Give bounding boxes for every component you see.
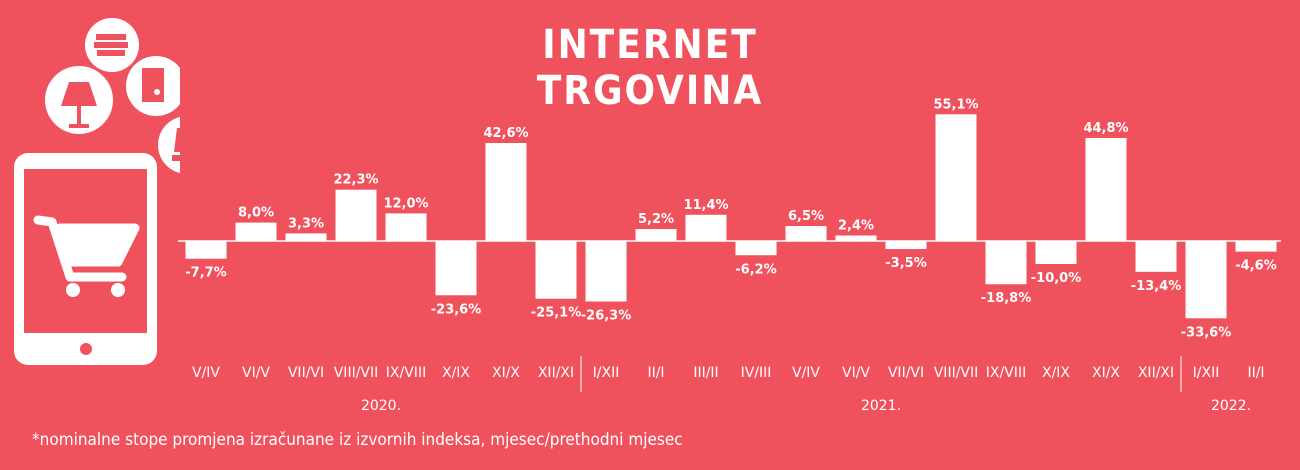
x-tick-label: X/IX bbox=[1042, 365, 1070, 381]
data-label: 11,4% bbox=[683, 198, 728, 213]
bar bbox=[285, 233, 327, 241]
data-label: 2,4% bbox=[838, 218, 874, 233]
bar bbox=[335, 189, 377, 241]
bar bbox=[885, 241, 927, 250]
shopping-cart-icon bbox=[33, 215, 140, 297]
chart-title: INTERNET TRGOVINA bbox=[536, 22, 764, 114]
data-label: -25,1% bbox=[531, 306, 582, 321]
bar bbox=[1035, 241, 1077, 264]
bar-chart: -7,7% V/IV 8,0% VI/V 3,3% VII/VI 22,3% VIII/VII… bbox=[178, 97, 1281, 414]
data-label: 3,3% bbox=[288, 216, 324, 231]
x-tick-label: VIII/VII bbox=[934, 365, 979, 381]
x-tick-label: IX/VIII bbox=[986, 365, 1026, 381]
data-label: 42,6% bbox=[483, 126, 528, 141]
data-label: 6,5% bbox=[788, 209, 824, 224]
bar bbox=[1085, 137, 1127, 241]
bar bbox=[635, 229, 677, 241]
data-label: -10,0% bbox=[1031, 271, 1082, 286]
x-tick-label: III/II bbox=[693, 365, 718, 381]
bar bbox=[1135, 241, 1177, 272]
data-label: -6,2% bbox=[735, 262, 776, 277]
data-label: 55,1% bbox=[933, 97, 978, 112]
x-tick-label: II/I bbox=[647, 365, 664, 381]
x-tick-label: VIII/VII bbox=[334, 365, 379, 381]
x-tick-label: VI/V bbox=[842, 365, 870, 381]
bar bbox=[1185, 241, 1227, 319]
data-label: -33,6% bbox=[1181, 325, 1232, 340]
data-label: 44,8% bbox=[1083, 121, 1128, 136]
year-label: 2022. bbox=[1211, 398, 1251, 414]
lamp-icon bbox=[45, 66, 113, 134]
data-label: -3,5% bbox=[885, 256, 926, 271]
data-label: -13,4% bbox=[1131, 279, 1182, 294]
year-label: 2021. bbox=[861, 398, 901, 414]
data-label: -23,6% bbox=[431, 302, 482, 317]
x-tick-label: VII/VI bbox=[288, 365, 324, 381]
x-tick-label: IX/VIII bbox=[386, 365, 426, 381]
data-label: 22,3% bbox=[333, 173, 378, 188]
data-label: 8,0% bbox=[238, 206, 274, 221]
x-tick-label: I/XII bbox=[1193, 365, 1220, 381]
x-tick-label: VI/V bbox=[242, 365, 270, 381]
bar bbox=[785, 226, 827, 241]
x-tick-label: I/XII bbox=[593, 365, 620, 381]
data-label: 5,2% bbox=[638, 212, 674, 227]
bar bbox=[535, 241, 577, 299]
books-icon bbox=[85, 18, 139, 72]
x-tick-label: XII/XI bbox=[538, 365, 574, 381]
x-tick-label: XII/XI bbox=[1138, 365, 1174, 381]
data-label: -7,7% bbox=[185, 266, 226, 281]
bar bbox=[585, 241, 627, 302]
bar bbox=[485, 143, 527, 241]
illustration bbox=[14, 18, 180, 365]
footnote: *nominalne stope promjena izračunane iz … bbox=[32, 430, 683, 450]
bar bbox=[185, 241, 227, 259]
x-tick-label: X/IX bbox=[442, 365, 470, 381]
data-label: -26,3% bbox=[581, 308, 632, 323]
x-tick-label: XI/X bbox=[1092, 365, 1120, 381]
bar bbox=[985, 241, 1027, 285]
fridge-icon bbox=[126, 56, 180, 116]
clothing-icon bbox=[158, 116, 180, 174]
data-label: -18,8% bbox=[981, 291, 1032, 306]
x-tick-label: XI/X bbox=[492, 365, 520, 381]
bar bbox=[435, 241, 477, 296]
x-tick-label: V/IV bbox=[192, 365, 220, 381]
bar bbox=[385, 213, 427, 241]
bar bbox=[935, 114, 977, 241]
x-tick-label: II/I bbox=[1247, 365, 1264, 381]
data-label: 12,0% bbox=[383, 196, 428, 211]
bar bbox=[685, 214, 727, 241]
bar bbox=[735, 241, 777, 256]
year-label: 2020. bbox=[361, 398, 401, 414]
data-label: -4,6% bbox=[1235, 259, 1276, 274]
x-tick-label: VII/VI bbox=[888, 365, 924, 381]
x-tick-label: IV/III bbox=[741, 365, 772, 381]
bar bbox=[1235, 241, 1277, 252]
bar bbox=[835, 235, 877, 241]
x-tick-label: V/IV bbox=[792, 365, 820, 381]
bar bbox=[235, 222, 277, 241]
